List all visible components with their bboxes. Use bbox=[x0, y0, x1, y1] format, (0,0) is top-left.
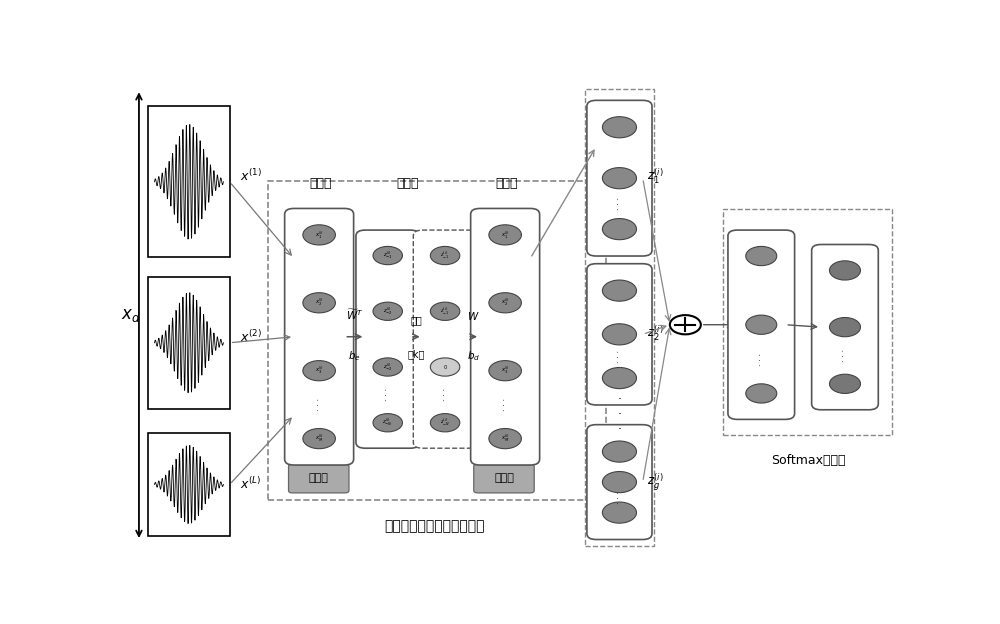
Bar bbox=[148, 276, 230, 409]
Text: $b_e$: $b_e$ bbox=[348, 349, 361, 363]
FancyBboxPatch shape bbox=[587, 425, 652, 540]
Circle shape bbox=[489, 293, 521, 313]
Text: Softmax分类器: Softmax分类器 bbox=[771, 454, 846, 467]
Text: · · ·: · · · bbox=[383, 388, 392, 401]
Text: $z_2^{(i)}$: $z_2^{(i)}$ bbox=[647, 324, 664, 343]
Text: · · ·: · · · bbox=[615, 197, 624, 210]
Circle shape bbox=[746, 246, 777, 266]
FancyBboxPatch shape bbox=[356, 230, 420, 448]
Bar bbox=[148, 106, 230, 258]
Text: · · ·: · · · bbox=[315, 398, 324, 411]
Circle shape bbox=[430, 302, 460, 320]
Circle shape bbox=[670, 315, 701, 334]
Text: ·
·
·: · · · bbox=[617, 393, 621, 436]
FancyBboxPatch shape bbox=[812, 245, 878, 410]
Bar bbox=[585, 89, 654, 546]
Circle shape bbox=[602, 168, 637, 188]
Text: $x_3^{(i)}$: $x_3^{(i)}$ bbox=[501, 365, 510, 376]
Circle shape bbox=[602, 502, 637, 523]
Circle shape bbox=[373, 414, 402, 432]
Circle shape bbox=[489, 429, 521, 449]
Text: $x_3^{(i)}$: $x_3^{(i)}$ bbox=[315, 365, 324, 376]
Text: 前k项: 前k项 bbox=[408, 349, 425, 359]
Text: $x_M^{(i)}$: $x_M^{(i)}$ bbox=[501, 433, 510, 444]
Circle shape bbox=[489, 361, 521, 381]
Text: · · ·: · · · bbox=[441, 388, 450, 401]
Text: $x_1^{(i)}$: $x_1^{(i)}$ bbox=[501, 229, 510, 241]
Text: · · ·: · · · bbox=[757, 353, 766, 366]
Circle shape bbox=[746, 315, 777, 334]
Text: $z_{-2}^{(i)}$: $z_{-2}^{(i)}$ bbox=[383, 306, 393, 317]
Circle shape bbox=[602, 218, 637, 240]
Text: · · ·: · · · bbox=[501, 398, 510, 411]
Text: 输入层: 输入层 bbox=[309, 177, 332, 190]
Text: $b_d$: $b_d$ bbox=[467, 349, 480, 363]
Text: · · ·: · · · bbox=[615, 491, 624, 504]
Circle shape bbox=[829, 374, 860, 394]
Circle shape bbox=[373, 246, 402, 265]
Bar bbox=[723, 210, 892, 436]
Circle shape bbox=[602, 324, 637, 345]
Text: 局部稀疏自编码器网络结构: 局部稀疏自编码器网络结构 bbox=[385, 520, 485, 534]
FancyBboxPatch shape bbox=[413, 230, 477, 448]
Text: 选择: 选择 bbox=[411, 314, 422, 324]
Circle shape bbox=[829, 261, 860, 280]
Text: $x^{(2)}$: $x^{(2)}$ bbox=[240, 329, 262, 344]
Text: 隐藏层: 隐藏层 bbox=[397, 177, 419, 190]
Text: $z_{-N}^{(i)}$: $z_{-N}^{(i)}$ bbox=[382, 417, 393, 429]
FancyBboxPatch shape bbox=[474, 464, 534, 493]
Circle shape bbox=[602, 280, 637, 301]
FancyBboxPatch shape bbox=[289, 464, 349, 493]
Circle shape bbox=[602, 472, 637, 493]
Circle shape bbox=[829, 318, 860, 337]
Text: $W$: $W$ bbox=[467, 310, 480, 323]
Text: $z_g^{(i)}$: $z_g^{(i)}$ bbox=[647, 472, 664, 493]
Text: · · ·: · · · bbox=[615, 349, 624, 363]
Text: $x_2^{(i)}$: $x_2^{(i)}$ bbox=[315, 297, 324, 308]
Text: $x_1^{(i)}$: $x_1^{(i)}$ bbox=[315, 229, 324, 241]
Text: $z_{-2}^{(i)}$: $z_{-2}^{(i)}$ bbox=[383, 361, 393, 373]
FancyBboxPatch shape bbox=[587, 264, 652, 405]
Text: $x_M^{(i)}$: $x_M^{(i)}$ bbox=[315, 433, 324, 444]
Circle shape bbox=[303, 225, 335, 245]
Circle shape bbox=[303, 293, 335, 313]
Text: $x^{(L)}$: $x^{(L)}$ bbox=[240, 476, 261, 492]
Circle shape bbox=[373, 358, 402, 376]
Text: $z_{-1}^{(i)}$: $z_{-1}^{(i)}$ bbox=[383, 250, 393, 261]
FancyBboxPatch shape bbox=[471, 208, 540, 465]
Circle shape bbox=[430, 414, 460, 432]
Text: $\widetilde{W}^T$: $\widetilde{W}^T$ bbox=[346, 308, 363, 323]
Text: $x_2^{(i)}$: $x_2^{(i)}$ bbox=[501, 297, 510, 308]
Circle shape bbox=[303, 361, 335, 381]
Circle shape bbox=[489, 225, 521, 245]
Text: $z_{-1}^{(i)}$: $z_{-1}^{(i)}$ bbox=[440, 306, 450, 317]
Text: $x^{(1)}$: $x^{(1)}$ bbox=[240, 168, 262, 183]
Text: $z_1^{(i)}$: $z_1^{(i)}$ bbox=[647, 166, 664, 185]
Bar bbox=[148, 433, 230, 536]
FancyBboxPatch shape bbox=[728, 230, 795, 419]
Bar bbox=[268, 180, 606, 500]
Text: 编码器: 编码器 bbox=[309, 474, 329, 484]
Text: 0: 0 bbox=[444, 364, 447, 369]
FancyBboxPatch shape bbox=[285, 208, 354, 465]
Text: $z_{-1}^{(i)}$: $z_{-1}^{(i)}$ bbox=[440, 250, 450, 261]
Circle shape bbox=[746, 384, 777, 403]
Circle shape bbox=[602, 117, 637, 138]
Text: 译码器: 译码器 bbox=[494, 474, 514, 484]
Circle shape bbox=[303, 429, 335, 449]
Circle shape bbox=[602, 441, 637, 462]
Text: 输出层: 输出层 bbox=[496, 177, 518, 190]
Circle shape bbox=[430, 246, 460, 265]
Text: $x_d$: $x_d$ bbox=[121, 306, 141, 324]
FancyBboxPatch shape bbox=[587, 100, 652, 256]
Circle shape bbox=[430, 358, 460, 376]
Circle shape bbox=[373, 302, 402, 320]
Text: · · ·: · · · bbox=[840, 349, 849, 362]
Circle shape bbox=[602, 368, 637, 389]
Text: $z_{-N}^{(i)}$: $z_{-N}^{(i)}$ bbox=[440, 417, 450, 429]
